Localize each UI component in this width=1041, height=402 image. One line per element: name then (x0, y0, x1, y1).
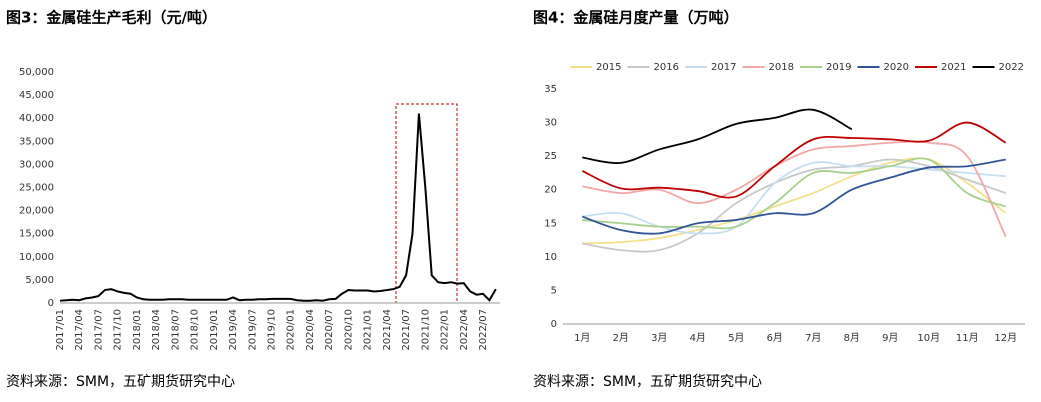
x-tick-label: 2018/10 (190, 309, 201, 351)
series-line (582, 161, 1006, 235)
x-tick-label: 1月 (574, 332, 590, 344)
series-line (581, 121, 1007, 199)
y-tick-label: 50,000 (19, 67, 54, 78)
legend-label: 2016 (654, 62, 679, 73)
x-tick-label: 5月 (728, 332, 744, 344)
x-tick-label: 2019/07 (247, 309, 258, 351)
series-line (59, 113, 497, 302)
x-tick-label: 2020/10 (343, 309, 354, 351)
y-tick-label: 35,000 (19, 136, 54, 147)
series-line (582, 157, 1007, 230)
chart-title: 图4：金属硅月度产量（万吨） (533, 9, 738, 27)
legend-label: 2022 (999, 62, 1024, 73)
y-tick-label: 35 (544, 84, 557, 95)
y-tick-label: 30,000 (19, 159, 54, 170)
x-tick-label: 2018/01 (132, 309, 143, 351)
x-tick-label: 7月 (805, 332, 821, 344)
x-tick-label: 2021/10 (420, 309, 431, 351)
x-tick-label: 12月 (994, 332, 1017, 344)
x-tick-label: 2021/07 (401, 309, 412, 351)
series-line (582, 140, 1007, 238)
y-tick-label: 10 (544, 252, 557, 263)
series-line (581, 158, 1006, 235)
source-note: 资料来源：SMM，五矿期货研究中心 (6, 373, 235, 390)
y-tick-label: 15 (544, 218, 557, 229)
x-tick-label: 2019/10 (267, 309, 278, 351)
x-tick-label: 2022/04 (459, 309, 470, 351)
x-tick-label: 2017/04 (74, 309, 85, 351)
legend-label: 2018 (769, 62, 794, 73)
y-tick-label: 15,000 (19, 229, 54, 240)
y-tick-label: 5 (551, 285, 557, 296)
x-tick-label: 2017/10 (113, 309, 124, 351)
x-tick-label: 11月 (956, 332, 979, 344)
y-tick-label: 25,000 (19, 183, 54, 194)
x-tick-label: 2020/01 (286, 309, 297, 351)
legend-label: 2020 (884, 62, 909, 73)
x-tick-label: 2022/01 (440, 309, 451, 351)
x-tick-label: 2020/04 (305, 309, 316, 351)
x-tick-label: 2019/01 (209, 309, 220, 351)
legend-label: 2017 (711, 62, 736, 73)
y-tick-label: 5,000 (25, 275, 54, 286)
y-tick-label: 25 (544, 151, 557, 162)
y-tick-label: 0 (551, 319, 557, 330)
x-tick-label: 9月 (882, 332, 898, 344)
x-tick-label: 3月 (651, 332, 667, 344)
x-tick-label: 2019/04 (228, 309, 239, 351)
x-tick-label: 2月 (613, 332, 629, 344)
legend-label: 2015 (596, 62, 621, 73)
x-tick-label: 10月 (917, 332, 940, 344)
x-tick-label: 8月 (844, 332, 860, 344)
x-tick-label: 6月 (767, 332, 783, 344)
x-tick-label: 2021/01 (363, 309, 374, 351)
series-line (582, 108, 853, 164)
x-tick-label: 2022/07 (478, 309, 489, 351)
x-tick-label: 4月 (690, 332, 706, 344)
x-tick-label: 2017/01 (55, 309, 66, 351)
y-tick-label: 10,000 (19, 252, 54, 263)
y-tick-label: 20 (544, 185, 557, 196)
y-tick-label: 20,000 (19, 206, 54, 217)
source-note: 资料来源：SMM，五矿期货研究中心 (533, 373, 762, 390)
legend-label: 2021 (941, 62, 966, 73)
chart-title: 图3：金属硅生产毛利（元/吨） (6, 9, 217, 27)
series-line (582, 158, 1007, 253)
y-tick-label: 40,000 (19, 113, 54, 124)
y-tick-label: 45,000 (19, 90, 54, 101)
x-tick-label: 2021/04 (382, 309, 393, 351)
x-tick-label: 2018/07 (170, 309, 181, 351)
x-tick-label: 2020/07 (324, 309, 335, 351)
x-tick-label: 2018/04 (151, 309, 162, 351)
legend-label: 2019 (826, 62, 851, 73)
y-tick-label: 0 (48, 298, 54, 309)
x-tick-label: 2017/07 (93, 309, 104, 351)
y-tick-label: 30 (544, 118, 557, 129)
